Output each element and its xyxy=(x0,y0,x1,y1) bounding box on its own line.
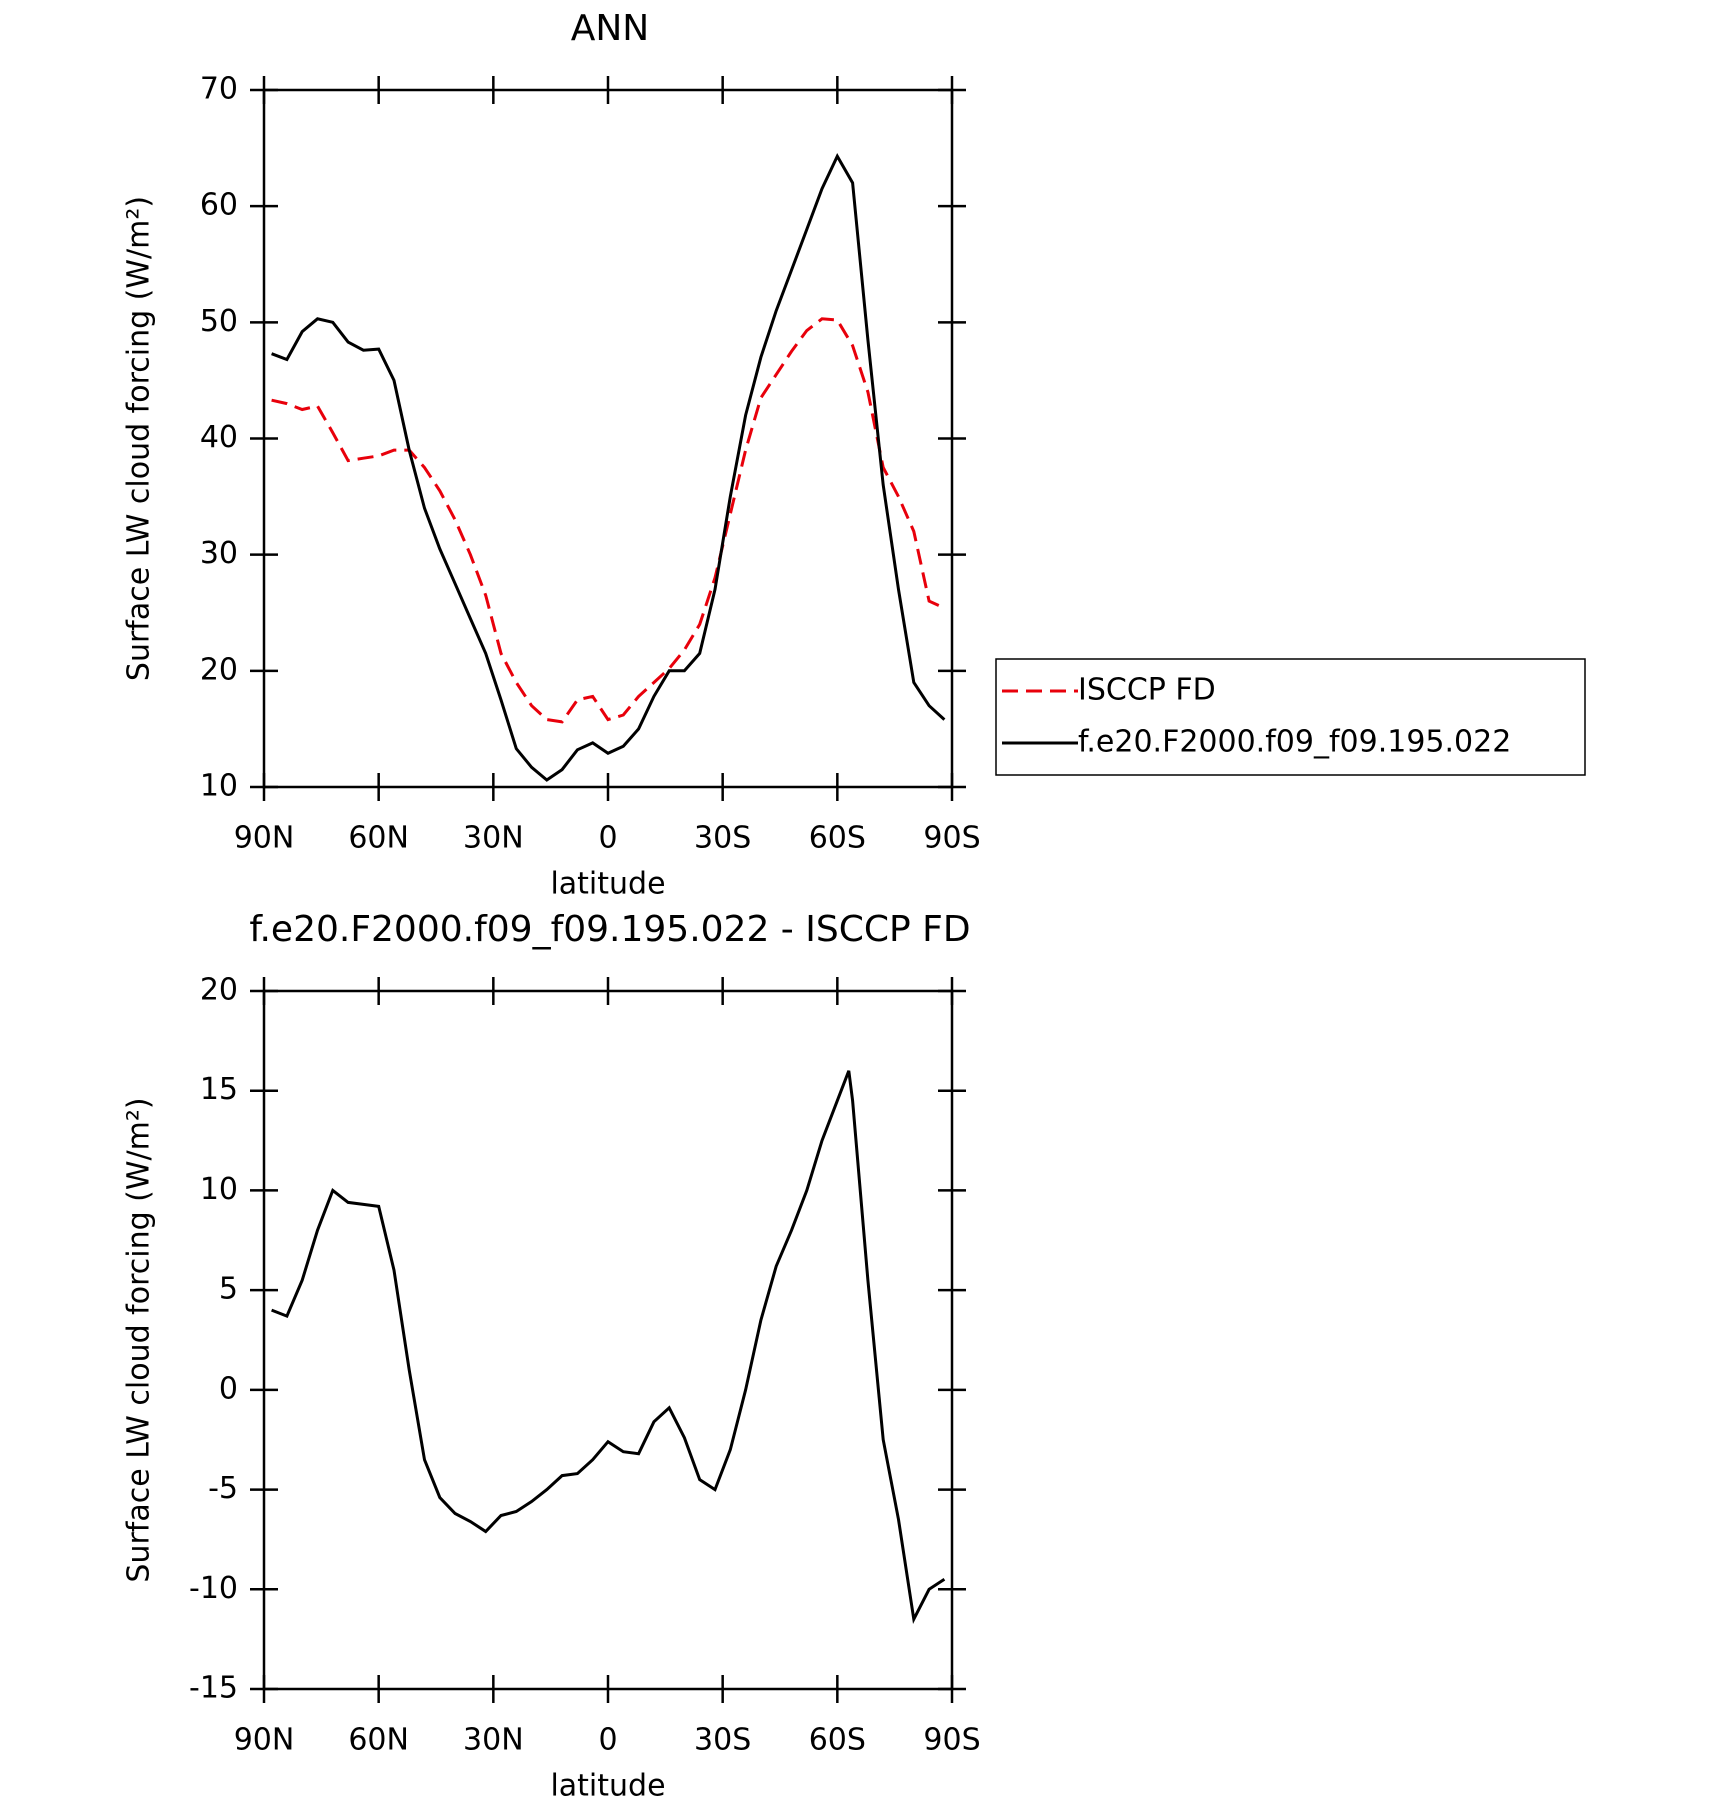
x-tick-label: 90N xyxy=(234,1723,295,1758)
x-tick-label: 30N xyxy=(463,1723,524,1758)
x-tick-label: 90S xyxy=(923,821,980,856)
y-tick-label: -15 xyxy=(189,1671,238,1706)
x-tick-label: 30S xyxy=(694,821,751,856)
y-tick-label: 40 xyxy=(200,420,238,455)
y-tick-label: -10 xyxy=(189,1571,238,1606)
y-tick-label: 5 xyxy=(219,1272,238,1307)
y-tick-label: 0 xyxy=(219,1371,238,1406)
x-tick-label: 90S xyxy=(923,1723,980,1758)
y-tick-label: 60 xyxy=(200,188,238,223)
data-line xyxy=(271,1070,946,1625)
legend-label: f.e20.F2000.f09_f09.195.022 xyxy=(1078,725,1511,760)
chart-title: f.e20.F2000.f09_f09.195.022 - ISCCP FD xyxy=(249,909,970,950)
y-tick-label: 70 xyxy=(200,72,238,107)
x-tick-label: 60N xyxy=(348,821,409,856)
x-axis-label: latitude xyxy=(550,867,665,902)
plot-frame xyxy=(262,88,954,789)
x-tick-label: 0 xyxy=(598,821,617,856)
x-tick-label: 0 xyxy=(598,1723,617,1758)
x-tick-label: 60N xyxy=(348,1723,409,1758)
y-tick-label: 10 xyxy=(200,1172,238,1207)
x-tick-label: 60S xyxy=(809,821,866,856)
y-tick-label: 50 xyxy=(200,304,238,339)
x-tick-label: 60S xyxy=(809,1723,866,1758)
data-line xyxy=(271,152,946,782)
chart-title: ANN xyxy=(571,8,650,49)
y-axis-label: Surface LW cloud forcing (W/m²) xyxy=(122,196,157,681)
y-tick-label: 20 xyxy=(200,652,238,687)
legend-label: ISCCP FD xyxy=(1078,673,1216,708)
plot-frame xyxy=(262,989,954,1691)
legend-box xyxy=(995,658,1586,776)
y-tick-label: 30 xyxy=(200,536,238,571)
x-axis-label: latitude xyxy=(550,1769,665,1804)
data-line xyxy=(271,317,946,724)
x-tick-label: 30S xyxy=(694,1723,751,1758)
y-tick-label: -5 xyxy=(208,1471,238,1506)
y-tick-label: 15 xyxy=(200,1072,238,1107)
y-axis-label: Surface LW cloud forcing (W/m²) xyxy=(122,1097,157,1582)
y-tick-label: 20 xyxy=(200,973,238,1008)
x-tick-label: 90N xyxy=(234,821,295,856)
y-tick-label: 10 xyxy=(200,769,238,804)
x-tick-label: 30N xyxy=(463,821,524,856)
